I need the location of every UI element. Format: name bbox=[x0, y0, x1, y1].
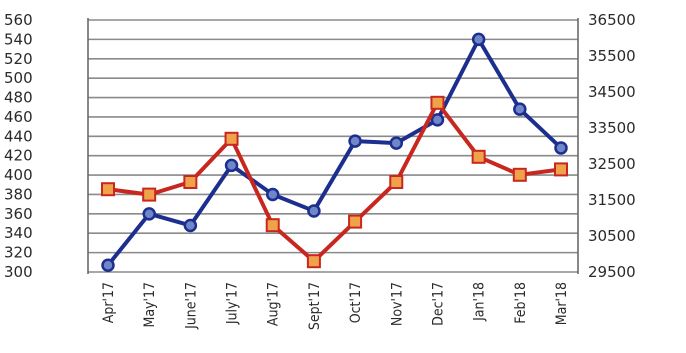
left-tick-label: 560 bbox=[4, 11, 33, 29]
left-tick-label: 500 bbox=[4, 69, 33, 87]
left-tick-label: 460 bbox=[4, 108, 33, 126]
series-point bbox=[348, 134, 362, 148]
series-point bbox=[512, 167, 527, 182]
left-tick-label: 520 bbox=[4, 50, 33, 68]
right-axis-ticks: 29500 30500 31500 32500 33500 34500 35500 36500 bbox=[588, 11, 636, 281]
x-tick-label: Mar'18 bbox=[554, 282, 570, 325]
x-axis-ticks: Apr'17 May'17 June'17 July'17 Aug'17 Sept'17 O… bbox=[101, 282, 570, 330]
series-point bbox=[430, 113, 445, 127]
axes bbox=[87, 18, 579, 274]
left-tick-label: 440 bbox=[4, 127, 33, 145]
series-point bbox=[142, 187, 157, 202]
left-tick-label: 320 bbox=[4, 244, 33, 262]
x-tick-label: Dec'17 bbox=[430, 282, 446, 326]
right-tick-label: 33500 bbox=[588, 119, 636, 137]
left-tick-label: 300 bbox=[4, 263, 33, 281]
right-tick-label: 34500 bbox=[588, 83, 636, 101]
right-tick-label: 31500 bbox=[588, 191, 636, 209]
x-tick-label: Oct'17 bbox=[348, 282, 364, 323]
x-tick-label: Nov'17 bbox=[389, 282, 405, 326]
series-point bbox=[224, 158, 239, 173]
right-tick-label: 36500 bbox=[588, 11, 636, 29]
left-tick-label: 540 bbox=[4, 30, 33, 48]
series-point bbox=[142, 207, 156, 221]
series-point bbox=[471, 32, 486, 47]
series-point bbox=[306, 254, 321, 269]
left-tick-label: 480 bbox=[4, 89, 33, 107]
left-tick-label: 420 bbox=[4, 147, 33, 165]
series-point bbox=[265, 187, 280, 202]
series-point bbox=[183, 175, 198, 189]
x-tick-label: July'17 bbox=[225, 282, 241, 325]
x-tick-label: Feb'18 bbox=[513, 282, 529, 324]
series-point bbox=[224, 131, 239, 146]
series-line bbox=[106, 100, 563, 264]
series-point bbox=[265, 218, 280, 233]
series-point bbox=[389, 175, 404, 189]
series-point bbox=[513, 102, 527, 116]
series-point bbox=[554, 162, 568, 177]
left-tick-label: 380 bbox=[4, 185, 33, 203]
right-tick-label: 32500 bbox=[588, 155, 636, 173]
x-tick-label: Aug'17 bbox=[266, 282, 282, 326]
series-point bbox=[101, 258, 115, 272]
series-point bbox=[183, 218, 198, 233]
x-tick-label: Jan'18 bbox=[472, 282, 488, 322]
series-point bbox=[554, 141, 568, 155]
series bbox=[101, 32, 568, 272]
series-point bbox=[389, 136, 404, 150]
x-tick-label: Apr'17 bbox=[101, 282, 117, 323]
series-point bbox=[348, 214, 363, 229]
right-tick-label: 35500 bbox=[588, 47, 636, 65]
series-line bbox=[106, 37, 563, 268]
grid-lines bbox=[88, 19, 578, 273]
left-tick-label: 400 bbox=[4, 166, 33, 184]
series-point bbox=[307, 204, 321, 218]
series-point bbox=[430, 95, 445, 110]
x-tick-label: May'17 bbox=[142, 282, 158, 328]
left-tick-label: 340 bbox=[4, 224, 33, 242]
x-tick-label: Sept'17 bbox=[307, 282, 323, 330]
series-point bbox=[101, 182, 115, 197]
x-tick-label: June'17 bbox=[183, 282, 199, 330]
right-tick-label: 29500 bbox=[588, 263, 636, 281]
right-tick-label: 30500 bbox=[588, 227, 636, 245]
series-point bbox=[471, 149, 486, 164]
left-tick-label: 360 bbox=[4, 205, 33, 223]
